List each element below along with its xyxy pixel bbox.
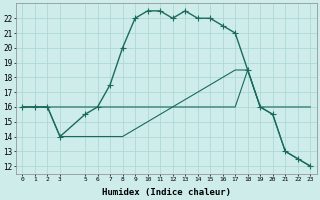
- X-axis label: Humidex (Indice chaleur): Humidex (Indice chaleur): [102, 188, 231, 197]
